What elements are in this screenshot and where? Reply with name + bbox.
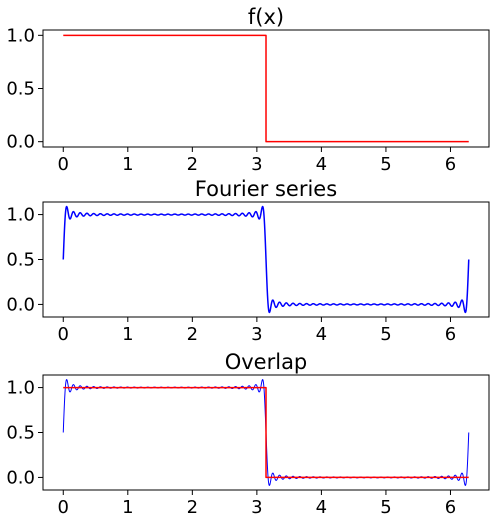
- x-tick-label: 3: [251, 497, 262, 518]
- x-tick-label: 2: [187, 324, 198, 345]
- y-tick-label: 0.5: [6, 423, 35, 444]
- y-tick-label: 1.0: [6, 205, 35, 226]
- chart-title: Fourier series: [195, 177, 337, 201]
- x-tick-label: 1: [122, 324, 133, 345]
- y-tick-label: 0.0: [6, 294, 35, 315]
- y-tick-label: 1.0: [6, 25, 35, 46]
- y-tick-label: 0.5: [6, 250, 35, 271]
- chart-title: f(x): [248, 5, 284, 29]
- chart-panel-fourier-series: Fourier series 0 1 2 3 4 5 6 0.0 0.5 1.0: [6, 177, 489, 345]
- series-line-0: [63, 207, 468, 313]
- chart-panel-fx: f(x) 0 1 2 3 4 5 6 0.0 0.5 1.0: [6, 5, 489, 175]
- x-tick-label: 3: [251, 154, 262, 175]
- x-tick-label: 2: [187, 154, 198, 175]
- x-tick-label: 5: [380, 154, 391, 175]
- x-tick-label: 5: [380, 324, 391, 345]
- x-tick-label: 6: [445, 324, 456, 345]
- y-tick-label: 0.5: [6, 79, 35, 100]
- x-tick-label: 3: [251, 324, 262, 345]
- series-line-0: [63, 35, 468, 141]
- chart-title: Overlap: [225, 350, 308, 374]
- y-tick-label: 0.0: [6, 467, 35, 488]
- x-tick-label: 0: [58, 324, 69, 345]
- x-tick-label: 4: [316, 497, 327, 518]
- x-tick-label: 5: [380, 497, 391, 518]
- x-tick-label: 1: [122, 497, 133, 518]
- x-tick-label: 1: [122, 154, 133, 175]
- x-tick-label: 6: [445, 154, 456, 175]
- x-tick-label: 0: [58, 497, 69, 518]
- chart-panel-overlap: Overlap 0 1 2 3 4 5 6 0.0 0.5 1.0: [6, 350, 489, 518]
- x-tick-label: 2: [187, 497, 198, 518]
- x-tick-label: 4: [316, 154, 327, 175]
- x-tick-label: 4: [316, 324, 327, 345]
- series-line-1: [63, 388, 468, 478]
- x-tick-label: 6: [445, 497, 456, 518]
- x-tick-label: 0: [58, 154, 69, 175]
- y-tick-label: 0.0: [6, 132, 35, 153]
- y-tick-label: 1.0: [6, 378, 35, 399]
